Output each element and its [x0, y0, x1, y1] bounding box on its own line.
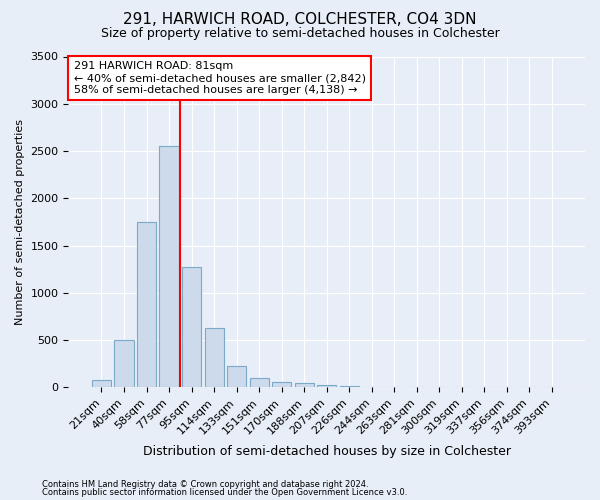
Bar [92, 380, 111, 388]
Text: 291, HARWICH ROAD, COLCHESTER, CO4 3DN: 291, HARWICH ROAD, COLCHESTER, CO4 3DN [123, 12, 477, 28]
X-axis label: Distribution of semi-detached houses by size in Colchester: Distribution of semi-detached houses by … [143, 444, 511, 458]
Bar [182, 267, 201, 388]
Bar [160, 146, 179, 388]
Bar [205, 328, 224, 388]
Bar [115, 340, 134, 388]
Bar [250, 378, 269, 388]
Y-axis label: Number of semi-detached properties: Number of semi-detached properties [15, 119, 25, 325]
Bar [137, 222, 156, 388]
Bar [227, 366, 246, 388]
Bar [295, 383, 314, 388]
Text: 291 HARWICH ROAD: 81sqm
← 40% of semi-detached houses are smaller (2,842)
58% of: 291 HARWICH ROAD: 81sqm ← 40% of semi-de… [74, 62, 365, 94]
Bar [317, 384, 336, 388]
Text: Contains HM Land Registry data © Crown copyright and database right 2024.: Contains HM Land Registry data © Crown c… [42, 480, 368, 489]
Bar [272, 382, 291, 388]
Text: Contains public sector information licensed under the Open Government Licence v3: Contains public sector information licen… [42, 488, 407, 497]
Bar [340, 386, 359, 388]
Text: Size of property relative to semi-detached houses in Colchester: Size of property relative to semi-detach… [101, 28, 499, 40]
